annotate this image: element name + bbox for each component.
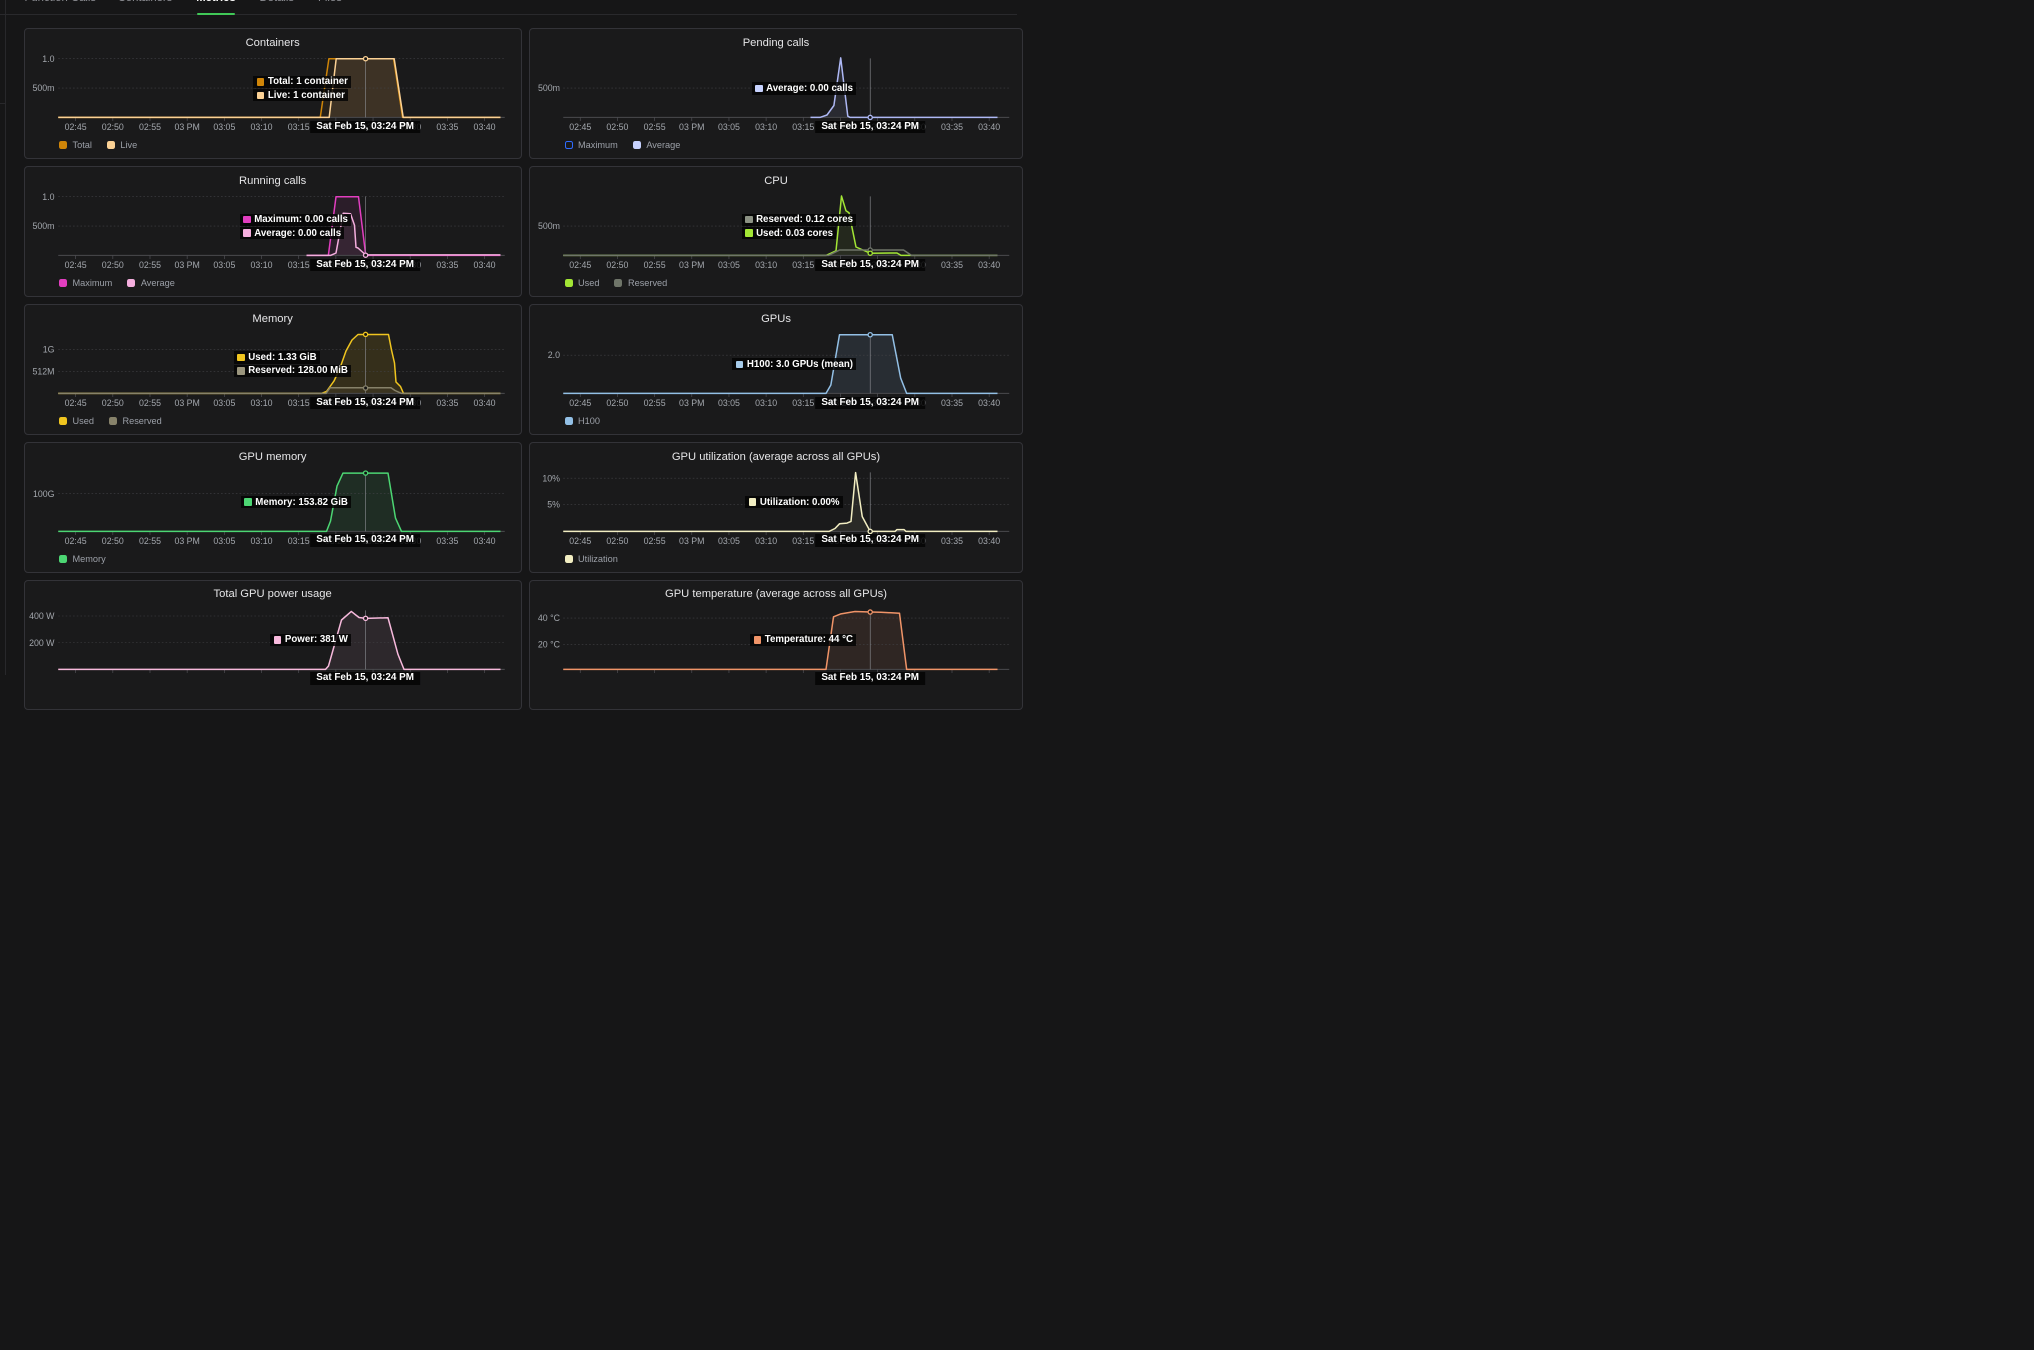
svg-text:02:55: 02:55 bbox=[138, 536, 160, 546]
svg-text:03:10: 03:10 bbox=[250, 260, 272, 270]
svg-text:03:15: 03:15 bbox=[287, 260, 309, 270]
svg-text:03 PM: 03 PM bbox=[679, 398, 704, 408]
svg-text:03:35: 03:35 bbox=[941, 260, 963, 270]
svg-text:03:05: 03:05 bbox=[213, 536, 235, 546]
svg-text:03:35: 03:35 bbox=[941, 536, 963, 546]
svg-text:03:40: 03:40 bbox=[978, 536, 1000, 546]
svg-text:02:55: 02:55 bbox=[644, 123, 666, 133]
svg-text:500m: 500m bbox=[32, 221, 54, 231]
svg-text:512M: 512M bbox=[32, 367, 54, 377]
svg-text:02:50: 02:50 bbox=[606, 260, 628, 270]
svg-text:1.0: 1.0 bbox=[42, 54, 54, 64]
svg-text:03:10: 03:10 bbox=[755, 260, 777, 270]
svg-text:02:55: 02:55 bbox=[644, 536, 666, 546]
svg-text:03:15: 03:15 bbox=[792, 260, 814, 270]
svg-text:03:40: 03:40 bbox=[978, 260, 1000, 270]
svg-text:02:45: 02:45 bbox=[64, 398, 86, 408]
svg-text:02:45: 02:45 bbox=[569, 123, 591, 133]
svg-text:02:45: 02:45 bbox=[569, 536, 591, 546]
svg-text:400 W: 400 W bbox=[29, 611, 55, 621]
svg-text:1G: 1G bbox=[42, 345, 54, 355]
svg-text:03:05: 03:05 bbox=[213, 398, 235, 408]
svg-text:03:40: 03:40 bbox=[473, 123, 495, 133]
svg-text:03:15: 03:15 bbox=[792, 398, 814, 408]
svg-text:100G: 100G bbox=[32, 489, 54, 499]
svg-text:02:45: 02:45 bbox=[64, 536, 86, 546]
svg-text:40 °C: 40 °C bbox=[538, 613, 561, 623]
svg-text:02:50: 02:50 bbox=[101, 398, 123, 408]
svg-text:500m: 500m bbox=[32, 83, 54, 93]
svg-text:03 PM: 03 PM bbox=[174, 536, 199, 546]
svg-text:5%: 5% bbox=[547, 500, 560, 510]
svg-text:02:55: 02:55 bbox=[644, 398, 666, 408]
svg-text:02:45: 02:45 bbox=[569, 398, 591, 408]
svg-text:03:40: 03:40 bbox=[978, 398, 1000, 408]
svg-text:1.0: 1.0 bbox=[42, 192, 54, 202]
svg-text:03:10: 03:10 bbox=[755, 398, 777, 408]
svg-text:03:05: 03:05 bbox=[718, 123, 740, 133]
svg-text:02:55: 02:55 bbox=[138, 260, 160, 270]
svg-text:03:05: 03:05 bbox=[213, 123, 235, 133]
svg-text:02:55: 02:55 bbox=[644, 260, 666, 270]
svg-text:02:50: 02:50 bbox=[606, 123, 628, 133]
svg-text:02:50: 02:50 bbox=[101, 123, 123, 133]
svg-text:03:15: 03:15 bbox=[792, 123, 814, 133]
svg-text:03:35: 03:35 bbox=[436, 123, 458, 133]
svg-text:20 °C: 20 °C bbox=[538, 639, 561, 649]
svg-text:500m: 500m bbox=[538, 221, 560, 231]
svg-text:500m: 500m bbox=[538, 83, 560, 93]
svg-text:03:35: 03:35 bbox=[436, 536, 458, 546]
svg-text:03:35: 03:35 bbox=[941, 398, 963, 408]
svg-text:03:05: 03:05 bbox=[718, 536, 740, 546]
svg-text:02:45: 02:45 bbox=[569, 260, 591, 270]
svg-text:03:15: 03:15 bbox=[287, 536, 309, 546]
svg-text:03:10: 03:10 bbox=[755, 536, 777, 546]
svg-text:03 PM: 03 PM bbox=[174, 398, 199, 408]
svg-text:02:45: 02:45 bbox=[64, 260, 86, 270]
svg-text:03:10: 03:10 bbox=[250, 398, 272, 408]
svg-text:03:35: 03:35 bbox=[436, 260, 458, 270]
svg-text:03:05: 03:05 bbox=[213, 260, 235, 270]
svg-text:03 PM: 03 PM bbox=[679, 536, 704, 546]
svg-text:03:10: 03:10 bbox=[755, 123, 777, 133]
svg-text:03:05: 03:05 bbox=[718, 398, 740, 408]
svg-text:03:15: 03:15 bbox=[287, 398, 309, 408]
svg-text:02:50: 02:50 bbox=[606, 536, 628, 546]
svg-text:03:35: 03:35 bbox=[436, 398, 458, 408]
svg-text:03:05: 03:05 bbox=[718, 260, 740, 270]
svg-text:02:50: 02:50 bbox=[606, 398, 628, 408]
svg-text:03:15: 03:15 bbox=[792, 536, 814, 546]
svg-text:03:10: 03:10 bbox=[250, 536, 272, 546]
svg-text:200 W: 200 W bbox=[29, 638, 55, 648]
svg-text:03:40: 03:40 bbox=[473, 398, 495, 408]
svg-text:03:15: 03:15 bbox=[287, 123, 309, 133]
svg-text:03:35: 03:35 bbox=[941, 123, 963, 133]
svg-text:02:55: 02:55 bbox=[138, 398, 160, 408]
svg-text:10%: 10% bbox=[542, 473, 560, 483]
svg-text:03 PM: 03 PM bbox=[679, 123, 704, 133]
svg-text:02:50: 02:50 bbox=[101, 536, 123, 546]
svg-text:02:50: 02:50 bbox=[101, 260, 123, 270]
svg-text:03:10: 03:10 bbox=[250, 123, 272, 133]
svg-text:2.0: 2.0 bbox=[548, 350, 560, 360]
svg-text:03:40: 03:40 bbox=[473, 536, 495, 546]
svg-text:03 PM: 03 PM bbox=[679, 260, 704, 270]
svg-text:03 PM: 03 PM bbox=[174, 260, 199, 270]
svg-text:02:45: 02:45 bbox=[64, 123, 86, 133]
svg-text:03:40: 03:40 bbox=[978, 123, 1000, 133]
svg-text:03:40: 03:40 bbox=[473, 260, 495, 270]
svg-text:02:55: 02:55 bbox=[138, 123, 160, 133]
svg-text:03 PM: 03 PM bbox=[174, 123, 199, 133]
